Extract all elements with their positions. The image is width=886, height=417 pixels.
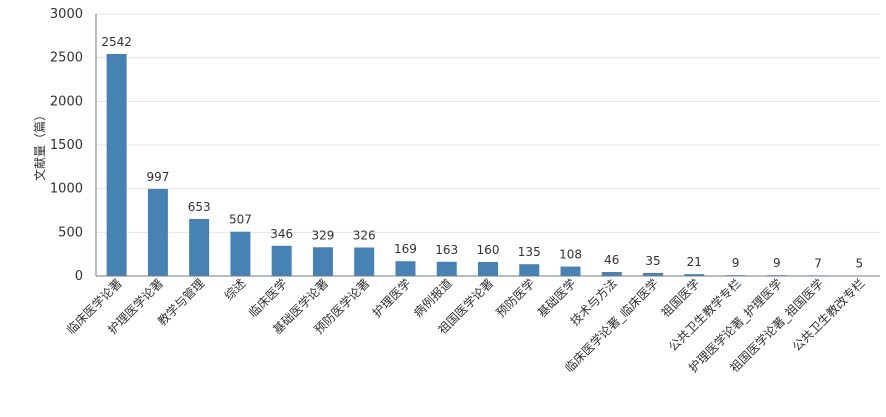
bar <box>519 264 540 276</box>
data-label: 997 <box>146 170 169 184</box>
data-label: 653 <box>188 200 211 214</box>
bar <box>354 247 375 276</box>
data-label: 135 <box>518 245 541 259</box>
y-tick-label: 2000 <box>50 94 83 109</box>
x-tick-label: 护理医学 <box>369 276 414 321</box>
data-label: 326 <box>353 229 376 243</box>
bar <box>684 274 705 276</box>
x-tick-label: 公共卫生教改专栏 <box>789 276 867 354</box>
x-tick-label: 公共卫生教学专栏 <box>665 276 743 354</box>
data-label: 169 <box>394 242 417 256</box>
bar <box>395 261 416 276</box>
bar <box>478 262 498 276</box>
data-label: 329 <box>311 228 334 242</box>
bar <box>643 272 664 276</box>
bar <box>271 245 292 276</box>
bar <box>560 266 581 276</box>
data-label: 2542 <box>101 35 132 49</box>
data-label: 507 <box>229 213 252 227</box>
y-tick-label: 3000 <box>50 7 83 22</box>
data-label: 163 <box>435 243 458 257</box>
data-label: 9 <box>732 256 740 270</box>
bar <box>312 247 333 276</box>
bar <box>230 231 251 276</box>
bar <box>436 261 457 276</box>
data-label: 35 <box>645 254 660 268</box>
y-tick-label: 500 <box>58 225 83 240</box>
bars <box>106 53 870 277</box>
x-tick-label: 预防医学 <box>493 276 538 321</box>
x-tick-label: 综述 <box>222 276 249 303</box>
y-tick-label: 0 <box>75 269 83 284</box>
data-label: 160 <box>477 243 500 257</box>
data-label: 5 <box>856 257 864 271</box>
data-label: 108 <box>559 248 582 262</box>
y-tick-labels: 0 500 1000 1500 2000 2500 3000 <box>50 7 83 284</box>
data-label: 21 <box>687 255 702 269</box>
data-label: 46 <box>604 253 619 267</box>
bar <box>601 271 622 276</box>
data-label: 346 <box>270 227 293 241</box>
y-tick-label: 2500 <box>50 51 83 66</box>
bar <box>106 53 127 277</box>
data-label: 9 <box>773 256 781 270</box>
bar <box>189 218 210 276</box>
bar <box>147 188 168 276</box>
y-tick-label: 1000 <box>50 182 83 197</box>
data-label: 7 <box>814 256 822 270</box>
y-axis-label: 文献量（篇） <box>32 109 47 181</box>
grid-lines <box>96 13 880 233</box>
y-tick-label: 1500 <box>50 138 83 153</box>
